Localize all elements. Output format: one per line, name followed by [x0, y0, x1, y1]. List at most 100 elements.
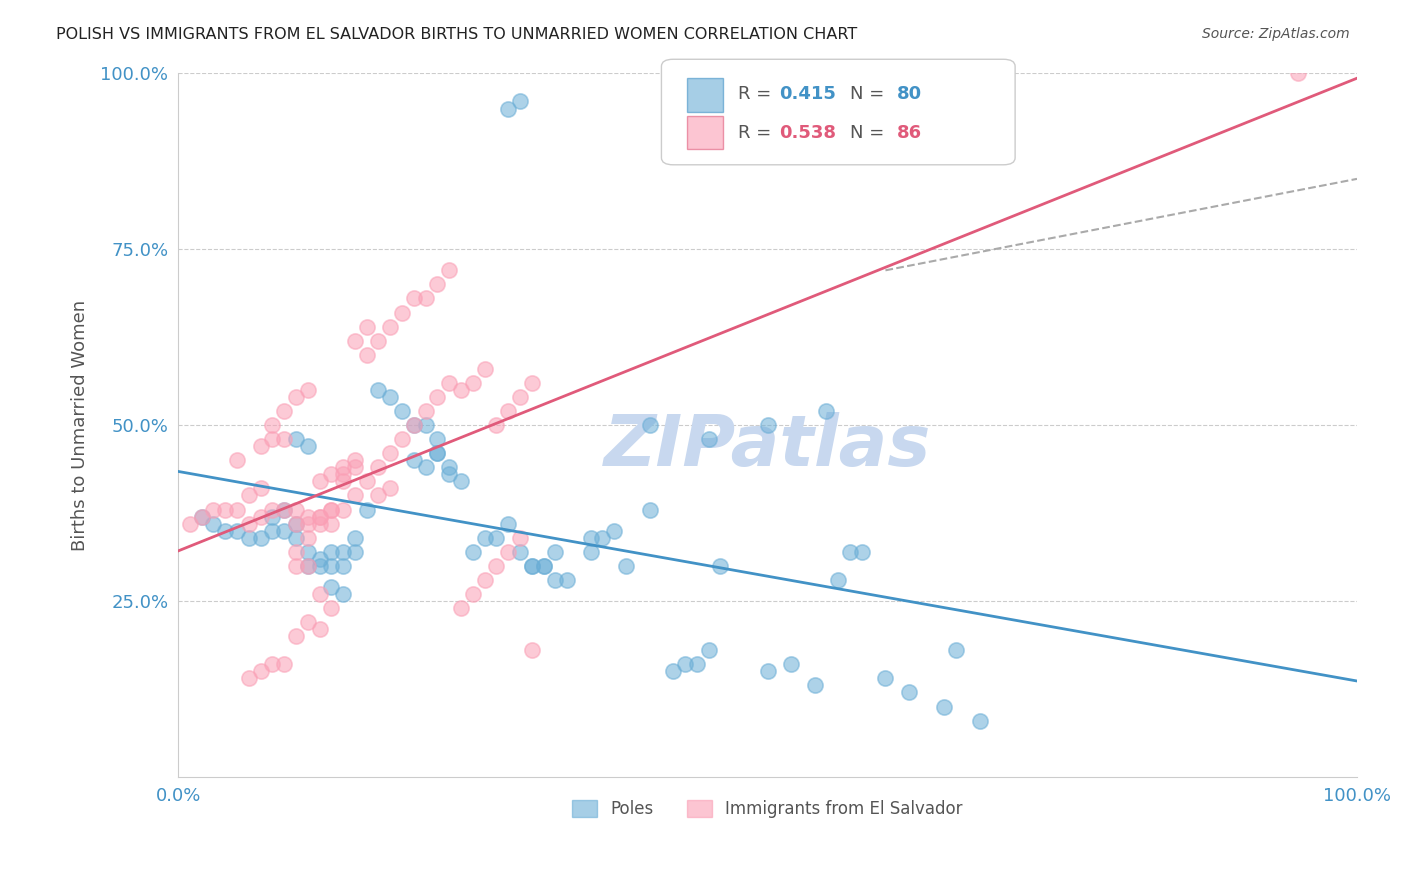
- Point: [426, 390, 449, 404]
- Point: [579, 531, 602, 545]
- Point: [426, 446, 449, 460]
- Point: [474, 573, 496, 587]
- Point: [603, 524, 626, 538]
- Point: [249, 509, 271, 524]
- Point: [297, 558, 319, 573]
- Text: Source: ZipAtlas.com: Source: ZipAtlas.com: [1202, 27, 1350, 41]
- Point: [249, 665, 271, 679]
- Point: [238, 516, 260, 531]
- Point: [285, 516, 308, 531]
- Point: [1286, 66, 1309, 80]
- Point: [332, 545, 354, 559]
- Point: [756, 418, 779, 433]
- Point: [332, 460, 354, 475]
- Point: [308, 558, 330, 573]
- Point: [415, 292, 437, 306]
- Point: [367, 460, 389, 475]
- FancyBboxPatch shape: [661, 59, 1015, 165]
- Point: [402, 453, 425, 467]
- Point: [238, 531, 260, 545]
- Point: [343, 545, 366, 559]
- Text: R =: R =: [738, 86, 778, 103]
- Point: [474, 531, 496, 545]
- Text: R =: R =: [738, 124, 778, 142]
- Point: [202, 502, 225, 516]
- Point: [697, 643, 720, 657]
- Point: [321, 467, 343, 482]
- Point: [285, 545, 308, 559]
- Point: [969, 714, 991, 728]
- Point: [544, 573, 567, 587]
- Point: [297, 509, 319, 524]
- Point: [827, 573, 849, 587]
- Point: [297, 615, 319, 629]
- FancyBboxPatch shape: [688, 116, 723, 149]
- Point: [308, 475, 330, 489]
- Point: [214, 524, 236, 538]
- Point: [402, 418, 425, 433]
- Text: 80: 80: [897, 86, 922, 103]
- Point: [439, 263, 461, 277]
- Point: [202, 516, 225, 531]
- Point: [308, 509, 330, 524]
- Point: [509, 545, 531, 559]
- Point: [391, 404, 413, 418]
- Point: [520, 376, 543, 390]
- Point: [308, 587, 330, 601]
- Point: [391, 305, 413, 319]
- Y-axis label: Births to Unmarried Women: Births to Unmarried Women: [72, 300, 89, 550]
- Point: [380, 446, 402, 460]
- Point: [273, 432, 295, 446]
- Point: [474, 361, 496, 376]
- Text: 0.415: 0.415: [779, 86, 837, 103]
- Point: [297, 545, 319, 559]
- Text: ZIPatlas: ZIPatlas: [603, 412, 931, 481]
- Point: [190, 509, 212, 524]
- Point: [450, 383, 472, 397]
- Point: [461, 545, 484, 559]
- Point: [308, 509, 330, 524]
- Point: [238, 488, 260, 502]
- Point: [262, 502, 284, 516]
- Point: [273, 524, 295, 538]
- Point: [638, 418, 661, 433]
- Point: [439, 460, 461, 475]
- Point: [391, 432, 413, 446]
- Point: [332, 587, 354, 601]
- Point: [226, 502, 249, 516]
- Point: [273, 404, 295, 418]
- Point: [450, 601, 472, 615]
- Point: [285, 502, 308, 516]
- Point: [262, 657, 284, 672]
- Point: [709, 558, 731, 573]
- Point: [496, 404, 519, 418]
- Point: [485, 531, 508, 545]
- Point: [343, 531, 366, 545]
- Point: [461, 376, 484, 390]
- Point: [249, 531, 271, 545]
- Point: [297, 439, 319, 453]
- Point: [262, 509, 284, 524]
- Point: [249, 482, 271, 496]
- Point: [780, 657, 803, 672]
- Point: [555, 573, 578, 587]
- Point: [321, 502, 343, 516]
- Point: [343, 488, 366, 502]
- Point: [238, 672, 260, 686]
- Point: [356, 348, 378, 362]
- Point: [402, 418, 425, 433]
- Point: [297, 531, 319, 545]
- Point: [520, 558, 543, 573]
- Text: N =: N =: [851, 124, 890, 142]
- Point: [285, 432, 308, 446]
- Point: [485, 418, 508, 433]
- Point: [815, 404, 838, 418]
- Point: [380, 319, 402, 334]
- Point: [332, 558, 354, 573]
- Point: [592, 531, 614, 545]
- Point: [332, 467, 354, 482]
- Point: [756, 665, 779, 679]
- Point: [380, 482, 402, 496]
- Point: [356, 319, 378, 334]
- Point: [262, 524, 284, 538]
